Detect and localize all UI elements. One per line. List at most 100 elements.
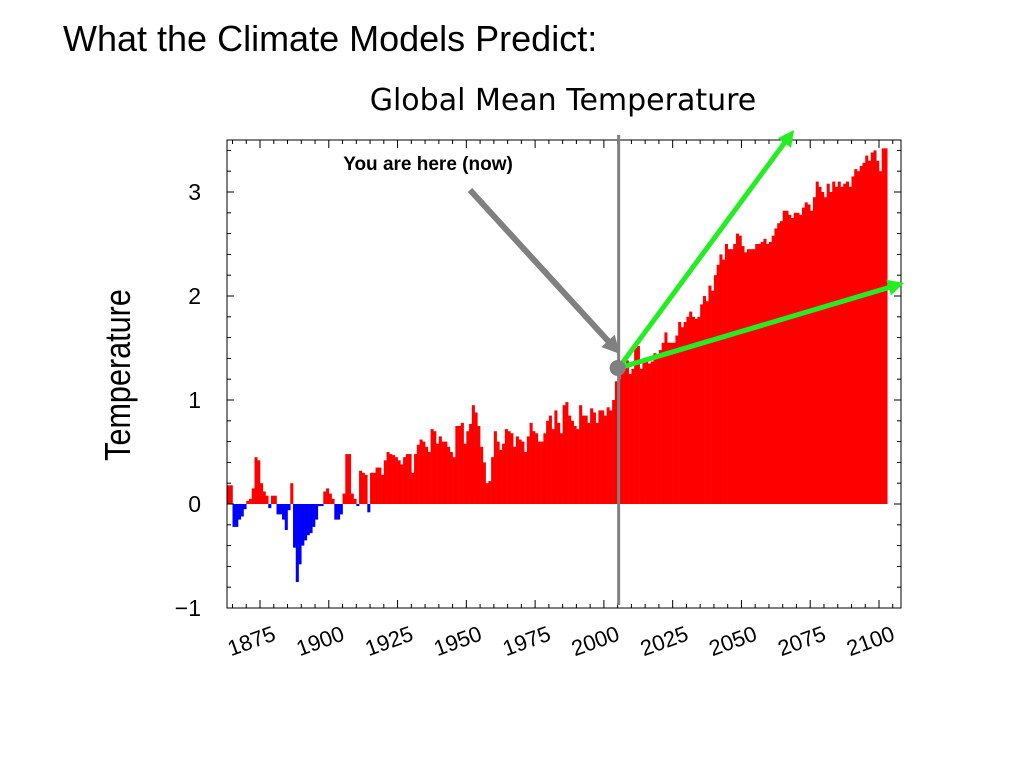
- bar: [433, 431, 437, 504]
- bar: [579, 405, 583, 504]
- bar: [570, 420, 574, 504]
- bar: [865, 155, 869, 504]
- bar: [367, 504, 371, 513]
- bar: [246, 500, 250, 504]
- bar: [691, 316, 695, 504]
- bar: [697, 316, 701, 504]
- bar: [881, 148, 885, 504]
- bar: [843, 183, 847, 504]
- bar: [719, 254, 723, 504]
- bar: [557, 422, 561, 504]
- bar: [441, 441, 445, 504]
- bar: [436, 443, 440, 504]
- bar: [653, 353, 657, 504]
- bar: [565, 402, 569, 504]
- bar: [785, 210, 789, 504]
- bar: [251, 488, 255, 504]
- bar: [526, 436, 530, 504]
- bar: [414, 454, 418, 504]
- bar: [664, 332, 668, 504]
- x-tick-label: 2025: [637, 621, 692, 661]
- bar: [647, 363, 651, 504]
- bar: [771, 235, 775, 504]
- bar: [389, 454, 393, 504]
- bar: [815, 181, 819, 504]
- bar: [625, 360, 629, 504]
- bar: [337, 504, 341, 520]
- bar: [485, 483, 489, 504]
- bar: [350, 493, 354, 504]
- bar: [708, 285, 712, 504]
- bar: [807, 204, 811, 505]
- bar: [562, 405, 566, 504]
- bar: [392, 455, 396, 504]
- high-projection-arrow-head: [777, 130, 794, 148]
- bar: [656, 358, 660, 504]
- bar: [730, 249, 734, 504]
- bar: [689, 311, 693, 504]
- bar: [834, 186, 839, 505]
- bar: [342, 493, 346, 504]
- bar: [518, 439, 522, 504]
- bar: [559, 433, 563, 504]
- bar: [466, 431, 470, 504]
- bar: [733, 244, 737, 504]
- bar: [383, 460, 387, 504]
- x-tick-label: 2075: [774, 621, 829, 661]
- bar: [482, 462, 486, 504]
- bar: [554, 410, 558, 504]
- bar: [375, 467, 379, 504]
- bar: [584, 415, 588, 504]
- bar: [774, 228, 778, 504]
- bar: [416, 444, 420, 504]
- x-tick-label: 1925: [362, 621, 417, 661]
- bar: [282, 504, 286, 520]
- x-tick-labels: 1875 1900 1925 1950 1975 2000 2025 2050 2075 2100: [224, 621, 898, 661]
- bar: [491, 457, 495, 504]
- bar: [650, 361, 654, 504]
- bar: [744, 252, 748, 504]
- bar: [268, 504, 272, 509]
- bar: [537, 441, 541, 504]
- bar: [381, 474, 385, 504]
- bar: [760, 241, 764, 505]
- bar: [471, 405, 475, 504]
- bar: [447, 446, 451, 504]
- bar: [848, 186, 852, 505]
- bar: [397, 460, 401, 504]
- bar: [229, 485, 233, 504]
- bar: [504, 429, 508, 504]
- bar: [587, 422, 591, 504]
- bar: [867, 160, 872, 505]
- bar: [507, 431, 511, 504]
- bar: [438, 436, 442, 504]
- y-tick-label: 3: [188, 179, 201, 205]
- bar: [254, 457, 258, 504]
- bar: [601, 410, 605, 504]
- bar: [315, 504, 319, 520]
- bar: [826, 183, 830, 504]
- x-tick-label: 1950: [430, 621, 485, 661]
- bar: [356, 504, 360, 507]
- bar: [279, 504, 283, 515]
- bar: [862, 162, 866, 504]
- bar: [724, 244, 728, 504]
- bar: [502, 443, 506, 504]
- bar: [722, 259, 726, 504]
- bar: [873, 150, 877, 504]
- bar: [870, 152, 874, 505]
- bar: [449, 452, 453, 504]
- bar: [634, 348, 638, 504]
- bar: [370, 472, 374, 504]
- bar: [812, 197, 817, 504]
- plot-frame: [226, 139, 902, 609]
- bar: [510, 433, 514, 504]
- bar: [422, 441, 426, 504]
- bar: [405, 454, 409, 504]
- bar: [408, 454, 412, 504]
- bar: [271, 495, 275, 504]
- bar: [766, 244, 770, 504]
- bar: [260, 483, 264, 504]
- bar: [782, 210, 786, 504]
